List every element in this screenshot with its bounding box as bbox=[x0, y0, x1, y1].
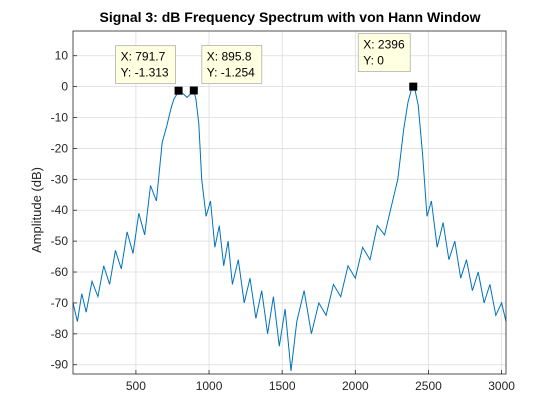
x-tick-label: 1000 bbox=[196, 379, 223, 393]
y-tick-label: -80 bbox=[51, 327, 69, 341]
datatip-marker[interactable] bbox=[189, 86, 198, 95]
datatip-x-label: X: 791.7 bbox=[121, 50, 166, 64]
spectrum-line bbox=[72, 85, 507, 371]
y-tick-label: -70 bbox=[51, 296, 69, 310]
x-tick-label: 500 bbox=[126, 379, 146, 393]
x-tick-label: 2000 bbox=[342, 379, 369, 393]
datatip-y-label: Y: 0 bbox=[363, 54, 384, 68]
datatip-x-label: X: 2396 bbox=[363, 38, 405, 52]
datatip[interactable]: X: 895.8 Y: -1.254 bbox=[189, 45, 263, 95]
x-tick-label: 1500 bbox=[269, 379, 296, 393]
grid-lines bbox=[73, 31, 506, 374]
datatip-box bbox=[201, 45, 263, 84]
datatip-box bbox=[357, 33, 411, 73]
datatips: X: 791.7 Y: -1.313 X: 895.8 Y: -1.254 X: 239… bbox=[115, 33, 418, 95]
datatip-marker[interactable] bbox=[409, 82, 418, 91]
datatip-marker[interactable] bbox=[174, 86, 183, 95]
y-tick-label: 10 bbox=[55, 49, 69, 63]
y-tick-label: -60 bbox=[51, 265, 69, 279]
y-tick-label: -10 bbox=[51, 111, 69, 125]
y-axis-label: Amplitude (dB) bbox=[29, 167, 44, 253]
datatip[interactable]: X: 2396 Y: 0 bbox=[357, 33, 418, 91]
x-tick-label: 3000 bbox=[488, 379, 515, 393]
y-tick-label: 0 bbox=[61, 80, 68, 94]
plot-area bbox=[73, 31, 506, 374]
plot-frame bbox=[72, 30, 507, 375]
x-tick-label: 2500 bbox=[415, 379, 442, 393]
axis-ticks: 500 1000 1500 2000 2500 3000 10 0 -10 -20 -30 -40 -5… bbox=[51, 49, 516, 393]
datatip-y-label: Y: -1.254 bbox=[207, 65, 255, 79]
y-tick-label: -30 bbox=[51, 172, 69, 186]
datatip[interactable]: X: 791.7 Y: -1.313 bbox=[115, 45, 183, 95]
chart-title: Signal 3: dB Frequency Spectrum with von… bbox=[99, 9, 480, 25]
y-tick-label: -40 bbox=[51, 203, 69, 217]
datatip-y-label: Y: -1.313 bbox=[121, 66, 169, 80]
datatip-x-label: X: 895.8 bbox=[207, 49, 252, 63]
y-tick-label: -90 bbox=[51, 358, 69, 372]
datatip-box bbox=[115, 45, 176, 85]
y-tick-label: -50 bbox=[51, 234, 69, 248]
y-tick-label: -20 bbox=[51, 141, 69, 155]
